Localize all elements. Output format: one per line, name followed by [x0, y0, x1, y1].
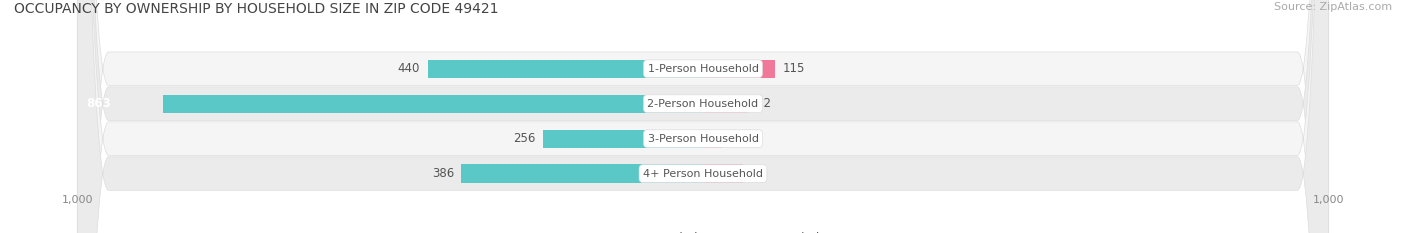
Text: 256: 256 [513, 132, 536, 145]
Bar [163, 95, 703, 113]
Bar [427, 60, 703, 78]
Bar [703, 60, 775, 78]
Text: 30: 30 [730, 132, 744, 145]
Bar [543, 130, 703, 148]
Text: 4+ Person Household: 4+ Person Household [643, 169, 763, 178]
FancyBboxPatch shape [77, 0, 1329, 233]
Text: 440: 440 [398, 62, 420, 75]
Text: 1-Person Household: 1-Person Household [648, 64, 758, 74]
Text: 72: 72 [755, 97, 770, 110]
Text: 863: 863 [87, 97, 111, 110]
Text: 2-Person Household: 2-Person Household [647, 99, 759, 109]
FancyBboxPatch shape [77, 0, 1329, 233]
Text: 3-Person Household: 3-Person Household [648, 134, 758, 144]
Text: 115: 115 [783, 62, 804, 75]
Text: OCCUPANCY BY OWNERSHIP BY HOUSEHOLD SIZE IN ZIP CODE 49421: OCCUPANCY BY OWNERSHIP BY HOUSEHOLD SIZE… [14, 2, 499, 16]
FancyBboxPatch shape [77, 0, 1329, 233]
FancyBboxPatch shape [77, 0, 1329, 233]
Text: 64: 64 [751, 167, 765, 180]
Bar [703, 164, 742, 183]
Text: Source: ZipAtlas.com: Source: ZipAtlas.com [1274, 2, 1392, 12]
Text: 386: 386 [432, 167, 454, 180]
Bar [703, 130, 721, 148]
Bar [461, 164, 703, 183]
Legend: Owner-occupied, Renter-occupied: Owner-occupied, Renter-occupied [581, 228, 825, 233]
Bar [703, 95, 748, 113]
